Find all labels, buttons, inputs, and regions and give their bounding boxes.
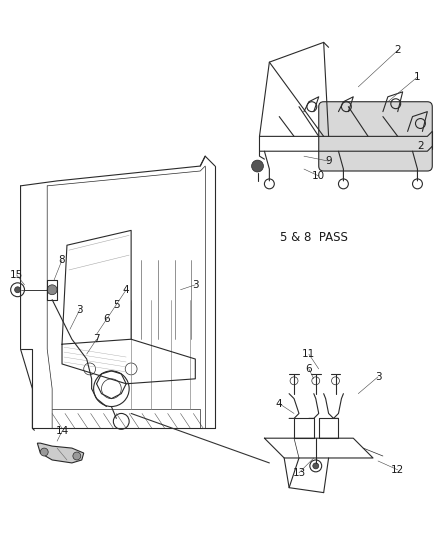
Text: 4: 4 — [123, 285, 129, 295]
Text: 6: 6 — [103, 314, 110, 325]
Text: 1: 1 — [413, 72, 420, 82]
Text: 10: 10 — [311, 171, 325, 181]
Circle shape — [40, 448, 48, 456]
Text: 6: 6 — [305, 364, 311, 374]
Text: 14: 14 — [55, 426, 68, 437]
Text: 12: 12 — [390, 465, 403, 475]
Text: 5 & 8  PASS: 5 & 8 PASS — [279, 231, 347, 244]
Polygon shape — [37, 443, 84, 463]
Text: 3: 3 — [374, 372, 381, 382]
Text: 4: 4 — [276, 399, 282, 409]
Circle shape — [14, 287, 21, 293]
Text: 5: 5 — [113, 300, 120, 310]
Text: 2: 2 — [393, 45, 400, 55]
Text: 3: 3 — [191, 280, 198, 290]
Text: 2: 2 — [416, 141, 423, 151]
Circle shape — [251, 160, 263, 172]
Circle shape — [312, 463, 318, 469]
Text: 8: 8 — [59, 255, 65, 265]
Text: 15: 15 — [10, 270, 23, 280]
Text: 13: 13 — [292, 468, 305, 478]
Text: 3: 3 — [76, 304, 83, 314]
Circle shape — [47, 285, 57, 295]
Text: 11: 11 — [301, 349, 315, 359]
Text: 9: 9 — [325, 156, 331, 166]
Circle shape — [73, 452, 81, 460]
Text: 7: 7 — [93, 334, 100, 344]
FancyBboxPatch shape — [318, 102, 431, 171]
